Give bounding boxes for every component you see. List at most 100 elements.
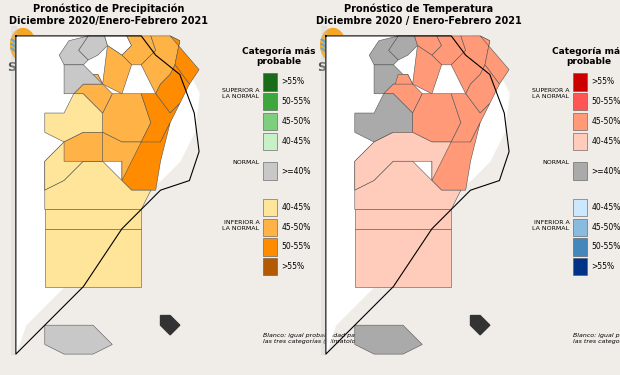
Bar <box>263 74 277 90</box>
Text: >55%: >55% <box>591 77 614 86</box>
Polygon shape <box>103 94 151 142</box>
Polygon shape <box>355 325 422 354</box>
Text: 40-45%: 40-45% <box>591 137 620 146</box>
Bar <box>263 219 277 236</box>
Text: SUPERIOR A
LA NORMAL: SUPERIOR A LA NORMAL <box>532 88 569 99</box>
Polygon shape <box>64 65 103 94</box>
Polygon shape <box>389 36 417 60</box>
Polygon shape <box>370 36 398 65</box>
Text: >=40%: >=40% <box>591 166 620 176</box>
Bar <box>263 162 277 180</box>
Text: Blanco: igual probabilidad para
las tres categorías (Climatología): Blanco: igual probabilidad para las tres… <box>573 333 620 344</box>
Text: 40-45%: 40-45% <box>281 203 311 212</box>
Polygon shape <box>161 315 180 335</box>
Polygon shape <box>355 210 451 229</box>
Polygon shape <box>396 45 441 94</box>
Polygon shape <box>355 229 451 286</box>
Polygon shape <box>45 210 141 229</box>
Text: 50-55%: 50-55% <box>591 97 620 106</box>
Bar <box>573 199 587 216</box>
Bar <box>573 113 587 130</box>
Text: 40-45%: 40-45% <box>591 203 620 212</box>
Polygon shape <box>45 161 151 210</box>
Text: >55%: >55% <box>281 262 304 271</box>
Text: INFERIOR A
LA NORMAL: INFERIOR A LA NORMAL <box>533 220 569 231</box>
Polygon shape <box>60 36 88 65</box>
Polygon shape <box>0 26 16 354</box>
Bar <box>573 219 587 236</box>
Polygon shape <box>384 84 422 113</box>
Circle shape <box>11 28 35 62</box>
Text: NORMAL: NORMAL <box>232 160 259 165</box>
Polygon shape <box>432 123 480 190</box>
Polygon shape <box>466 65 500 113</box>
Bar <box>573 74 587 90</box>
Polygon shape <box>122 123 170 190</box>
Bar <box>263 113 277 130</box>
Polygon shape <box>122 36 156 65</box>
Text: >=40%: >=40% <box>281 166 311 176</box>
Polygon shape <box>413 94 461 142</box>
Polygon shape <box>355 161 461 210</box>
Polygon shape <box>480 36 509 84</box>
Bar <box>263 133 277 150</box>
Polygon shape <box>374 65 413 94</box>
Polygon shape <box>16 36 199 354</box>
Bar <box>573 162 587 180</box>
Text: 50-55%: 50-55% <box>281 242 311 251</box>
Bar <box>263 258 277 275</box>
Polygon shape <box>451 36 490 94</box>
Bar <box>573 93 587 110</box>
Polygon shape <box>141 94 180 152</box>
Polygon shape <box>415 36 441 55</box>
Polygon shape <box>306 26 326 354</box>
Bar <box>573 238 587 255</box>
Text: 50-55%: 50-55% <box>591 242 620 251</box>
Bar <box>573 133 587 150</box>
Bar <box>573 258 587 275</box>
Polygon shape <box>396 75 413 89</box>
Text: Categoría más
probable: Categoría más probable <box>242 47 315 66</box>
Text: 45-50%: 45-50% <box>281 223 311 232</box>
Polygon shape <box>86 75 103 89</box>
Polygon shape <box>170 36 199 84</box>
Polygon shape <box>156 65 190 113</box>
Text: >55%: >55% <box>591 262 614 271</box>
Text: INFERIOR A
LA NORMAL: INFERIOR A LA NORMAL <box>223 220 259 231</box>
Polygon shape <box>79 36 107 60</box>
Text: SMN: SMN <box>7 61 39 74</box>
Text: Categoría más
probable: Categoría más probable <box>552 47 620 66</box>
Polygon shape <box>355 132 451 190</box>
Text: 45-50%: 45-50% <box>591 223 620 232</box>
Polygon shape <box>45 132 141 190</box>
Polygon shape <box>86 45 131 94</box>
Text: SUPERIOR A
LA NORMAL: SUPERIOR A LA NORMAL <box>222 88 259 99</box>
Polygon shape <box>471 315 490 335</box>
Bar <box>263 199 277 216</box>
Polygon shape <box>74 84 112 113</box>
Circle shape <box>321 28 345 62</box>
Polygon shape <box>355 132 413 190</box>
Polygon shape <box>105 36 131 55</box>
Text: 45-50%: 45-50% <box>281 117 311 126</box>
Text: Blanco: igual probabilidad para
las tres categorías (Climatología): Blanco: igual probabilidad para las tres… <box>263 333 367 344</box>
Text: Pronóstico de Precipitación
Diciembre 2020/Enero-Febrero 2021: Pronóstico de Precipitación Diciembre 20… <box>9 4 208 26</box>
Text: SMN: SMN <box>317 61 349 74</box>
Polygon shape <box>451 94 490 152</box>
Polygon shape <box>374 132 413 161</box>
Polygon shape <box>45 325 112 354</box>
Polygon shape <box>141 36 180 94</box>
Text: 50-55%: 50-55% <box>281 97 311 106</box>
Polygon shape <box>45 132 103 190</box>
Text: Pronóstico de Temperatura
Diciembre 2020 / Enero-Febrero 2021: Pronóstico de Temperatura Diciembre 2020… <box>316 4 521 26</box>
Text: >55%: >55% <box>281 77 304 86</box>
Bar <box>263 238 277 255</box>
Text: 40-45%: 40-45% <box>281 137 311 146</box>
Polygon shape <box>326 36 509 354</box>
Text: NORMAL: NORMAL <box>542 160 569 165</box>
Text: 45-50%: 45-50% <box>591 117 620 126</box>
Polygon shape <box>64 132 103 161</box>
Polygon shape <box>355 94 413 142</box>
Polygon shape <box>45 94 103 142</box>
Bar <box>263 93 277 110</box>
